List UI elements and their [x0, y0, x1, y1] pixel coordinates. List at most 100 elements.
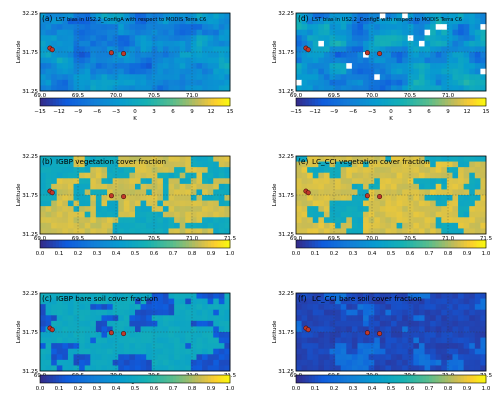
heatmap-cell [385, 183, 392, 190]
heatmap-field [296, 156, 487, 235]
heatmap-cell [185, 183, 192, 190]
heatmap-cell [379, 337, 386, 344]
heatmap-cell [168, 35, 175, 42]
heatmap-cell [435, 161, 442, 168]
heatmap-cell [146, 46, 153, 53]
colorbar-segment [90, 240, 95, 248]
heatmap-cell [157, 200, 164, 207]
heatmap-cell [56, 178, 63, 185]
heatmap-cell [62, 332, 69, 338]
heatmap-cell [391, 35, 397, 42]
colorbar-segment [68, 98, 73, 106]
heatmap-cell [67, 195, 74, 201]
heatmap-cell [51, 74, 58, 81]
heatmap-cell [296, 40, 302, 47]
heatmap-cell [435, 200, 442, 207]
heatmap-cell [452, 40, 459, 47]
heatmap-cell [84, 46, 91, 53]
heatmap-cell [346, 35, 353, 42]
heatmap-cell [340, 46, 347, 53]
heatmap-cell [307, 195, 314, 201]
heatmap-cell [179, 326, 186, 333]
heatmap-cell [84, 24, 91, 31]
colorbar-segment [372, 240, 376, 248]
heatmap-cell [379, 13, 386, 19]
heatmap-cell [441, 13, 448, 19]
colorbar-segment [144, 240, 149, 248]
heatmap-cell [351, 79, 358, 86]
heatmap-cell [95, 156, 102, 162]
heatmap-cell [79, 63, 86, 70]
heatmap-cell [179, 228, 186, 235]
heatmap-cell [112, 189, 119, 196]
heatmap-cell [129, 183, 136, 190]
heatmap-cell [368, 161, 375, 168]
heatmap-cell [95, 348, 102, 355]
heatmap-cell [441, 40, 448, 47]
heatmap-cell [312, 206, 319, 213]
heatmap-cell [118, 189, 125, 196]
heatmap-cell [40, 74, 46, 81]
heatmap-cell [174, 222, 181, 229]
heatmap-cell [112, 320, 119, 327]
heatmap-cell [463, 348, 470, 355]
heatmap-cell [185, 195, 192, 201]
colorbar-segment [106, 240, 111, 248]
heatmap-cell [146, 293, 153, 299]
heatmap-cell [62, 40, 69, 47]
heatmap-cell [179, 315, 186, 322]
heatmap-cell [107, 320, 114, 327]
heatmap-cell [312, 74, 319, 81]
panel-label: (d) [298, 14, 309, 23]
colorbar-segment [340, 240, 344, 248]
heatmap-cell [430, 68, 437, 75]
heatmap-cell [73, 178, 80, 185]
colorbar-segment [157, 240, 161, 248]
heatmap-cell [67, 68, 74, 75]
heatmap-cell [112, 24, 119, 31]
heatmap-cell [185, 315, 192, 322]
heatmap-cell [202, 343, 209, 350]
heatmap-cell [413, 304, 420, 311]
heatmap-cell [207, 189, 214, 196]
heatmap-cell [340, 178, 347, 185]
heatmap-cell [40, 195, 46, 201]
heatmap-cell [368, 178, 375, 185]
heatmap-cell [301, 332, 308, 338]
heatmap-cell [374, 343, 381, 350]
heatmap-cell [146, 228, 153, 235]
heatmap-cell [112, 46, 119, 53]
colorbar-segment [394, 98, 398, 106]
heatmap-cell [101, 189, 108, 196]
colorbar-tick-label: 0.5 [131, 386, 140, 392]
heatmap-cell [463, 337, 470, 344]
heatmap-cell [458, 79, 465, 86]
heatmap-cell [329, 156, 336, 162]
heatmap-cell [480, 195, 487, 201]
heatmap-cell [318, 309, 325, 316]
heatmap-cell [168, 79, 175, 86]
colorbar-segment [166, 240, 171, 248]
heatmap-cell [323, 57, 330, 64]
heatmap-cell [207, 79, 214, 86]
colorbar-tick-label: 0.9 [207, 251, 216, 257]
heatmap-cell [402, 18, 409, 25]
heatmap-cell [441, 161, 448, 168]
heatmap-cell [318, 85, 325, 92]
heatmap-cell [329, 206, 336, 213]
heatmap-cell [140, 359, 147, 366]
heatmap-cell [430, 326, 437, 333]
heatmap-cell [90, 24, 97, 31]
colorbar-segment [406, 375, 411, 383]
heatmap-cell [318, 222, 325, 229]
heatmap-cell [357, 18, 364, 25]
heatmap-cell [329, 343, 336, 350]
heatmap-cell [452, 309, 459, 316]
heatmap-cell [73, 167, 80, 174]
colorbar-segment [125, 375, 130, 383]
heatmap-cell [213, 337, 220, 344]
heatmap-cell [385, 79, 392, 86]
x-tick-label: 70.5 [404, 93, 417, 99]
heatmap-cell [107, 178, 114, 185]
colorbar: 0.0 0.1 0.2 0.3 0.4 0.5 0.6 0.7 0.8 0.9 1.0 [36, 374, 235, 392]
